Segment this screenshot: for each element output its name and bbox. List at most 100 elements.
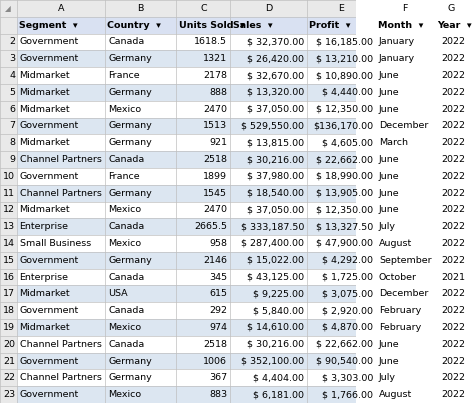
Text: Canada: Canada	[108, 37, 144, 46]
Text: Germany: Germany	[108, 138, 152, 147]
Text: Mexico: Mexico	[108, 105, 141, 114]
Text: 883: 883	[209, 390, 228, 399]
Text: $ 47,900.00: $ 47,900.00	[316, 239, 373, 248]
Text: $ 15,022.00: $ 15,022.00	[247, 256, 304, 265]
Bar	[17, 101, 468, 118]
Text: Mexico: Mexico	[108, 206, 141, 214]
Text: C: C	[200, 4, 207, 13]
Text: June: June	[379, 105, 400, 114]
Bar	[17, 218, 468, 235]
Text: $ 32,370.00: $ 32,370.00	[246, 37, 304, 46]
Text: 10: 10	[3, 172, 15, 181]
Text: June: June	[379, 71, 400, 80]
Text: 2022: 2022	[441, 206, 465, 214]
Text: 21: 21	[3, 357, 15, 366]
Text: October: October	[379, 272, 417, 282]
Text: $ 4,605.00: $ 4,605.00	[322, 138, 373, 147]
Text: Mexico: Mexico	[108, 323, 141, 332]
Text: Midmarket: Midmarket	[19, 105, 70, 114]
Text: $ 4,440.00: $ 4,440.00	[322, 88, 373, 97]
Text: Midmarket: Midmarket	[19, 71, 70, 80]
Text: $ 13,815.00: $ 13,815.00	[247, 138, 304, 147]
Text: Channel Partners: Channel Partners	[19, 340, 101, 349]
Text: 2022: 2022	[441, 239, 465, 248]
Text: $136,170.00: $136,170.00	[313, 121, 373, 131]
Text: Canada: Canada	[108, 222, 144, 231]
Text: $ 13,327.50: $ 13,327.50	[316, 222, 373, 231]
Text: 1618.5: 1618.5	[194, 37, 228, 46]
Text: $ 3,075.00: $ 3,075.00	[322, 289, 373, 298]
Text: 2146: 2146	[203, 256, 228, 265]
Bar	[17, 50, 468, 67]
Bar	[0, 319, 17, 336]
Text: $ 12,350.00: $ 12,350.00	[316, 206, 373, 214]
Text: Government: Government	[19, 121, 79, 131]
Text: Canada: Canada	[108, 155, 144, 164]
Text: 2022: 2022	[441, 289, 465, 298]
Bar	[0, 118, 17, 134]
Bar	[0, 151, 17, 168]
Text: September: September	[379, 256, 431, 265]
Text: 5: 5	[9, 88, 15, 97]
Text: 13: 13	[3, 222, 15, 231]
Bar	[17, 252, 468, 269]
Text: Midmarket: Midmarket	[19, 206, 70, 214]
Text: 2022: 2022	[441, 357, 465, 366]
Text: 3: 3	[9, 54, 15, 63]
Text: Segment  ▾: Segment ▾	[19, 21, 77, 30]
Text: $ 90,540.00: $ 90,540.00	[316, 357, 373, 366]
Text: Government: Government	[19, 306, 79, 315]
Text: $ 4,870.00: $ 4,870.00	[322, 323, 373, 332]
Text: Germany: Germany	[108, 88, 152, 97]
Text: 2022: 2022	[441, 256, 465, 265]
Bar	[0, 370, 17, 386]
Text: $ 43,125.00: $ 43,125.00	[247, 272, 304, 282]
Bar	[0, 336, 17, 353]
Bar	[17, 302, 468, 319]
Bar	[17, 84, 468, 101]
Text: $ 14,610.00: $ 14,610.00	[247, 323, 304, 332]
Text: Midmarket: Midmarket	[19, 323, 70, 332]
Text: 2022: 2022	[441, 340, 465, 349]
Text: $ 5,840.00: $ 5,840.00	[253, 306, 304, 315]
Text: $ 22,662.00: $ 22,662.00	[316, 340, 373, 349]
Text: Germany: Germany	[108, 121, 152, 131]
Text: $ 3,303.00: $ 3,303.00	[321, 373, 373, 382]
Text: 2022: 2022	[441, 71, 465, 80]
Text: Channel Partners: Channel Partners	[19, 155, 101, 164]
Bar	[17, 134, 468, 151]
Text: 921: 921	[210, 138, 228, 147]
Text: 1545: 1545	[203, 189, 228, 197]
Text: August: August	[379, 390, 412, 399]
Text: 4: 4	[9, 71, 15, 80]
Text: France: France	[108, 71, 140, 80]
Text: Canada: Canada	[108, 340, 144, 349]
Text: August: August	[379, 239, 412, 248]
Text: 1006: 1006	[203, 357, 228, 366]
Text: 2: 2	[9, 37, 15, 46]
Text: 2022: 2022	[441, 37, 465, 46]
Bar	[0, 353, 17, 370]
Text: F: F	[402, 4, 408, 13]
Text: 6: 6	[9, 105, 15, 114]
Text: 8: 8	[9, 138, 15, 147]
Text: Month  ▾: Month ▾	[378, 21, 424, 30]
Text: Germany: Germany	[108, 54, 152, 63]
Text: 14: 14	[3, 239, 15, 248]
Text: 2470: 2470	[203, 105, 228, 114]
Bar	[0, 269, 17, 285]
Text: $ 4,292.00: $ 4,292.00	[322, 256, 373, 265]
Bar	[17, 67, 468, 84]
Text: 2022: 2022	[441, 54, 465, 63]
Bar	[17, 353, 468, 370]
Bar	[0, 0, 468, 17]
Text: $ 529,550.00: $ 529,550.00	[241, 121, 304, 131]
Text: Midmarket: Midmarket	[19, 138, 70, 147]
Bar	[17, 336, 468, 353]
Text: $ 1,766.00: $ 1,766.00	[322, 390, 373, 399]
Text: $ 13,210.00: $ 13,210.00	[316, 54, 373, 63]
Text: 2022: 2022	[441, 172, 465, 181]
Text: 2518: 2518	[203, 340, 228, 349]
Text: 19: 19	[3, 323, 15, 332]
Bar	[17, 386, 468, 403]
